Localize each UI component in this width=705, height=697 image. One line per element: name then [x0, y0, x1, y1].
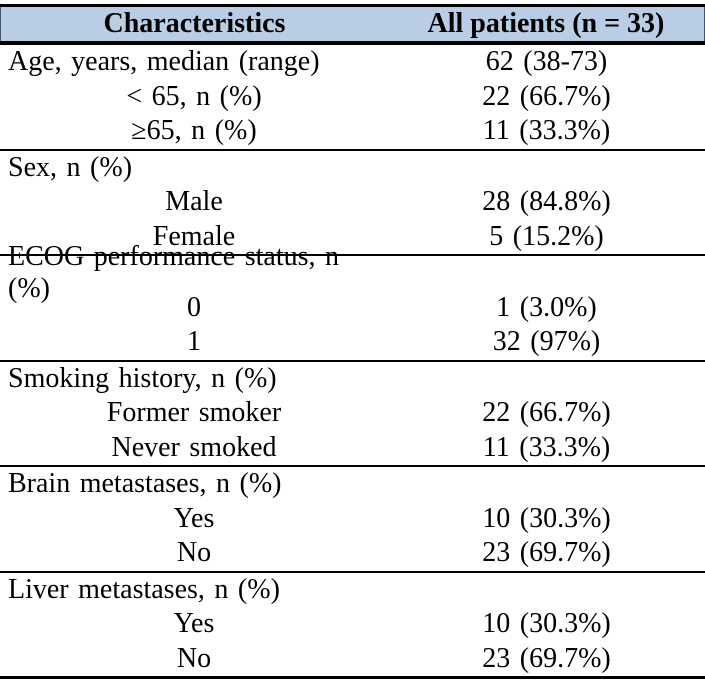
header-all-patients: All patients (n = 33): [427, 8, 665, 39]
row-value: 10 (30.3%): [482, 608, 611, 640]
patient-characteristics-table: Characteristics All patients (n = 33) Ag…: [0, 0, 705, 679]
row-label: Brain metastases, n (%): [8, 468, 282, 500]
row-value: 11 (33.3%): [482, 431, 611, 463]
table-row: No 23 (69.7%): [0, 536, 705, 571]
row-label: No: [176, 537, 212, 569]
row-label: Female: [152, 220, 236, 252]
header-characteristics: Characteristics: [103, 8, 286, 39]
table-section: ECOG performance status, n (%) 0 1 (3.0%) 1…: [0, 241, 705, 362]
row-label: 0: [187, 291, 201, 323]
table-row: No 23 (69.7%): [0, 642, 705, 677]
row-label: Liver metastases, n (%): [8, 573, 280, 605]
table-row: Never smoked 11 (33.3%): [0, 431, 705, 466]
table-section: Liver metastases, n (%) Yes 10 (30.3%) No 23…: [0, 573, 705, 679]
row-value: 11 (33.3%): [482, 115, 611, 147]
table-row: Brain metastases, n (%): [0, 467, 705, 502]
table-row: Former smoker 22 (66.7%): [0, 396, 705, 431]
table-section: Smoking history, n (%) Former smoker 22 (6…: [0, 362, 705, 467]
table-header: Characteristics All patients (n = 33): [0, 7, 705, 41]
table-section: Age, years, median (range) 62 (38-73) < 65…: [0, 45, 705, 151]
row-label: Sex, n (%): [8, 151, 133, 183]
table-row: ECOG performance status, n (%): [0, 241, 705, 304]
row-label: ECOG performance status, n (%): [8, 241, 340, 305]
table-row: Female 5 (15.2%): [0, 220, 705, 255]
row-value: 5 (15.2%): [489, 220, 604, 252]
table-row: 1 32 (97%): [0, 325, 705, 360]
row-value: 28 (84.8%): [482, 186, 611, 218]
row-value: 22 (66.7%): [482, 397, 611, 429]
row-value: 22 (66.7%): [482, 80, 611, 112]
row-value: 10 (30.3%): [482, 502, 611, 534]
row-label: < 65, n (%): [126, 80, 262, 112]
row-value: 23 (69.7%): [482, 537, 611, 569]
top-margin: [0, 0, 705, 4]
row-label: No: [176, 642, 212, 674]
row-label: Smoking history, n (%): [8, 362, 277, 394]
table-row: < 65, n (%) 22 (66.7%): [0, 80, 705, 115]
header-bottom-rule: [0, 41, 705, 45]
row-value: 23 (69.7%): [482, 642, 611, 674]
row-value: 32 (97%): [492, 326, 601, 358]
table-row: ≥65, n (%) 11 (33.3%): [0, 114, 705, 149]
table-row: Yes 10 (30.3%): [0, 502, 705, 537]
row-label: Yes: [173, 608, 215, 640]
table-row: Sex, n (%): [0, 151, 705, 186]
row-label: Age, years, median (range): [8, 46, 320, 78]
table-row: Liver metastases, n (%): [0, 573, 705, 608]
row-label: 1: [187, 326, 201, 358]
table-row: Yes 10 (30.3%): [0, 607, 705, 642]
row-label: Former smoker: [106, 397, 282, 429]
table-section: Brain metastases, n (%) Yes 10 (30.3%) No 23…: [0, 467, 705, 573]
row-value: 1 (3.0%): [496, 291, 597, 323]
table-row: Male 28 (84.8%): [0, 185, 705, 220]
table-row: Smoking history, n (%): [0, 362, 705, 397]
table-section: Sex, n (%) Male 28 (84.8%) Female 5 (15.2%): [0, 151, 705, 256]
row-label: Male: [165, 186, 223, 218]
table-top-rule: [0, 4, 705, 7]
row-value: 62 (38-73): [485, 46, 608, 78]
row-label: ≥65, n (%): [131, 115, 257, 147]
table-row: 0 1 (3.0%): [0, 291, 705, 326]
table-body: Age, years, median (range) 62 (38-73) < 65…: [0, 45, 705, 679]
table-row: Age, years, median (range) 62 (38-73): [0, 45, 705, 80]
row-label: Yes: [173, 502, 215, 534]
row-label: Never smoked: [111, 431, 277, 463]
